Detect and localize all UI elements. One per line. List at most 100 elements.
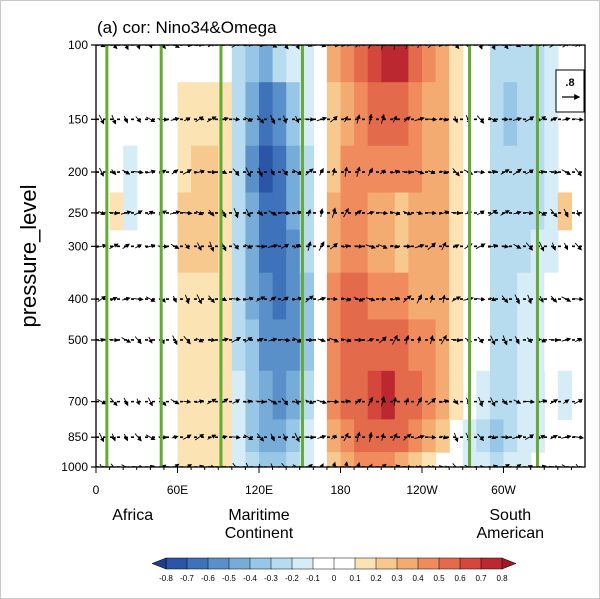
field-cell <box>503 272 518 321</box>
field-cell <box>449 145 464 194</box>
colorbar-label: 0.6 <box>454 574 466 583</box>
field-cell <box>245 192 260 231</box>
field-cell <box>326 45 342 83</box>
field-cell <box>408 319 423 372</box>
wind-vector <box>549 399 559 405</box>
y-tick-label: 400 <box>68 292 88 306</box>
wind-vector <box>320 45 327 48</box>
colorbar-label: -0.6 <box>201 574 215 583</box>
field-cell <box>177 145 192 194</box>
field-cell <box>422 192 437 231</box>
field-cell <box>191 319 206 372</box>
field-cell <box>517 45 532 83</box>
wind-vector <box>377 210 389 216</box>
wind-vector <box>343 207 349 218</box>
wind-vector <box>562 117 571 122</box>
wind-vector <box>294 398 299 406</box>
wind-vector <box>438 210 450 215</box>
wind-vector <box>378 336 387 344</box>
wind-vector <box>231 45 241 48</box>
wind-vector <box>453 115 458 124</box>
field-cell <box>503 319 518 372</box>
field-cell <box>177 419 192 453</box>
wind-vector <box>440 334 447 345</box>
wind-vector <box>268 337 278 342</box>
wind-vector <box>538 241 545 252</box>
wind-vector <box>367 337 375 343</box>
field-cell <box>503 452 518 467</box>
wind-vector <box>488 243 498 249</box>
wind-vector <box>516 463 522 467</box>
field-cell <box>489 272 505 321</box>
wind-vector <box>343 166 349 177</box>
field-cell <box>422 319 437 372</box>
wind-vector <box>121 337 132 343</box>
wind-vector <box>232 168 240 177</box>
field-cell <box>503 45 518 83</box>
wind-vector <box>427 397 437 406</box>
wind-vector <box>549 45 559 48</box>
wind-vector <box>182 169 192 175</box>
wind-vector <box>292 296 303 301</box>
wind-vector <box>173 45 180 48</box>
vector-field <box>96 45 584 467</box>
wind-vector <box>525 169 534 175</box>
field-cell <box>394 229 409 274</box>
wind-vector <box>427 242 436 250</box>
wind-vector <box>269 114 276 125</box>
wind-vector <box>195 116 204 123</box>
field-cell <box>340 370 355 420</box>
wind-vector <box>354 398 362 405</box>
wind-vector <box>381 463 387 467</box>
wind-vector <box>134 336 142 345</box>
field-cell <box>354 229 369 274</box>
wind-vector <box>245 167 251 178</box>
wind-vector <box>109 210 120 216</box>
field-cell <box>422 370 437 420</box>
wind-vector <box>488 116 498 122</box>
wind-vector <box>134 433 142 442</box>
wind-vector <box>208 295 215 304</box>
colorbar: -0.8 -0.7 -0.6 -0.5 -0.4 -0.3 -0.2 -0.1 0 0.1 0.2 0… <box>151 557 517 583</box>
wind-vector <box>172 295 177 303</box>
wind-vector <box>270 463 275 467</box>
wind-vector <box>145 116 156 123</box>
field-cell <box>394 82 409 147</box>
field-cell <box>231 370 246 420</box>
wind-vector <box>331 207 337 218</box>
wind-vector <box>380 432 385 441</box>
wind-vector <box>356 114 361 124</box>
field-cell <box>340 229 355 274</box>
wind-vector <box>194 169 205 174</box>
wind-vector <box>368 431 373 442</box>
colorbar-swatch <box>375 557 398 570</box>
wind-vector <box>427 45 436 49</box>
wind-vector <box>316 399 328 405</box>
wind-vector <box>403 116 411 123</box>
wind-vector <box>197 464 205 467</box>
x-axis-ticks: 0 60E 120E 180 120W 60W <box>93 467 572 497</box>
field-cell <box>259 319 274 372</box>
wind-vector <box>368 45 373 49</box>
wind-vector <box>561 434 572 440</box>
wind-vector <box>145 434 156 441</box>
wind-vector <box>452 463 460 467</box>
wind-vector <box>171 169 179 175</box>
field-cell <box>367 419 382 453</box>
wind-vector <box>451 210 462 216</box>
wind-vector <box>267 398 278 405</box>
field-cell <box>408 272 423 321</box>
wind-vector <box>550 117 558 122</box>
field-cell <box>394 319 409 372</box>
wind-vector <box>97 399 107 405</box>
field-cell <box>422 45 437 83</box>
field-cell <box>259 370 274 420</box>
field-cell <box>367 82 382 147</box>
field-cell <box>326 272 342 321</box>
field-cell <box>245 370 260 420</box>
wind-vector <box>294 243 301 249</box>
wind-vector <box>182 210 193 216</box>
wind-vector <box>111 114 117 125</box>
wind-vector <box>284 45 289 50</box>
field-cell <box>259 192 274 231</box>
